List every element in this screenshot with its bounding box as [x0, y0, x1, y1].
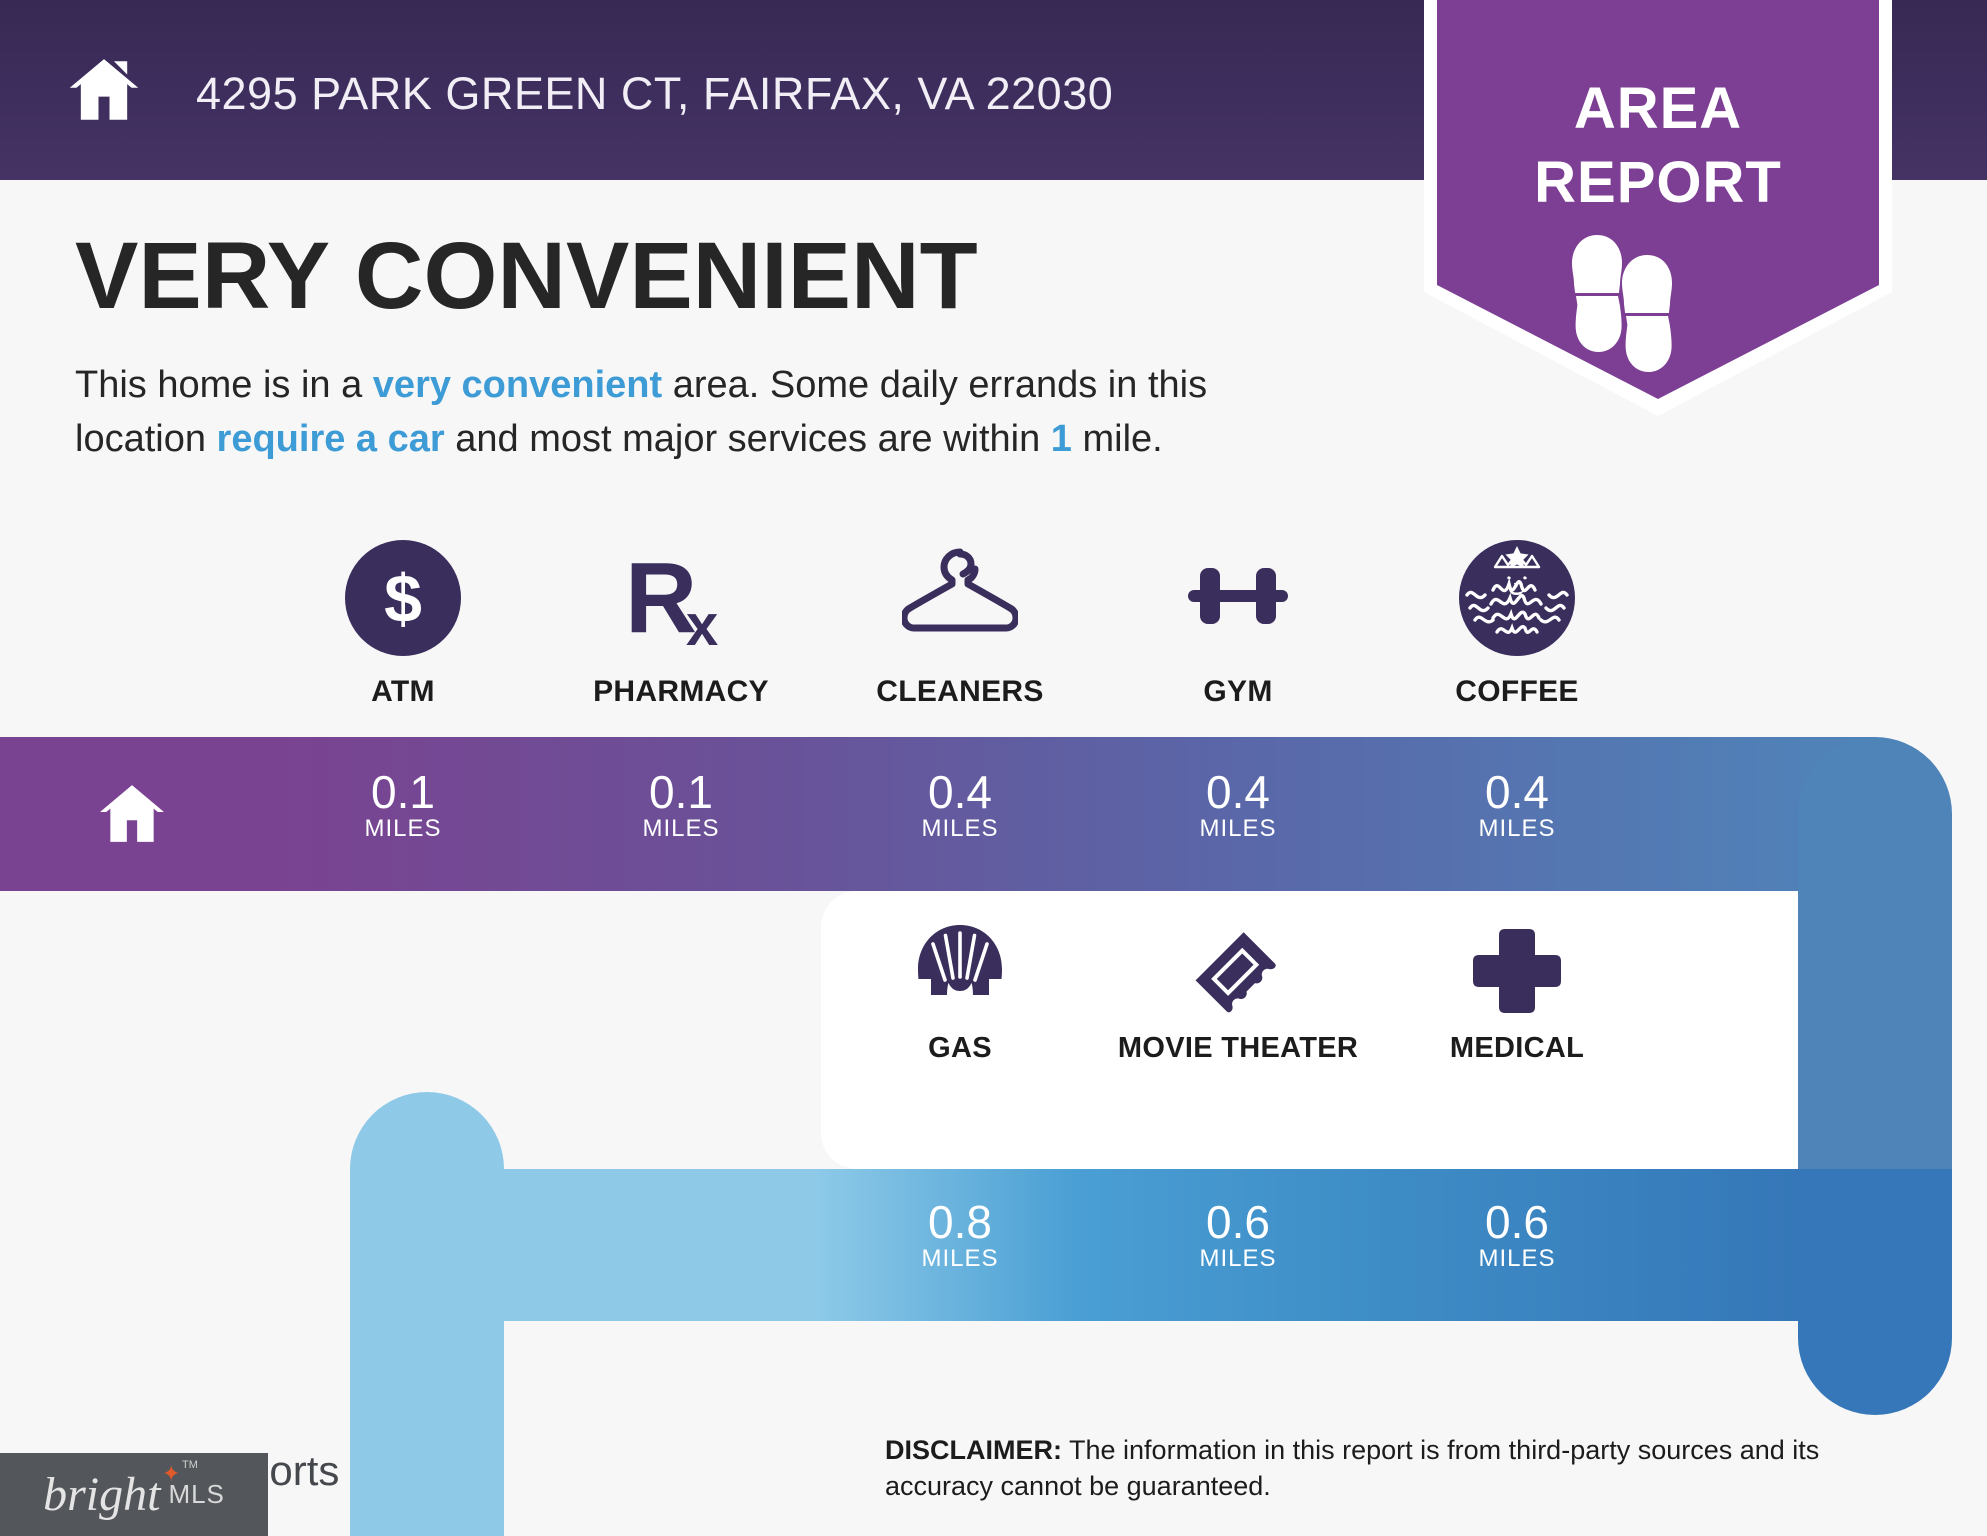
svg-text:AREA: AREA	[1574, 76, 1742, 141]
svg-text:x: x	[686, 593, 718, 656]
svg-text:$: $	[384, 561, 422, 637]
svg-text:REPORT: REPORT	[1534, 150, 1782, 215]
